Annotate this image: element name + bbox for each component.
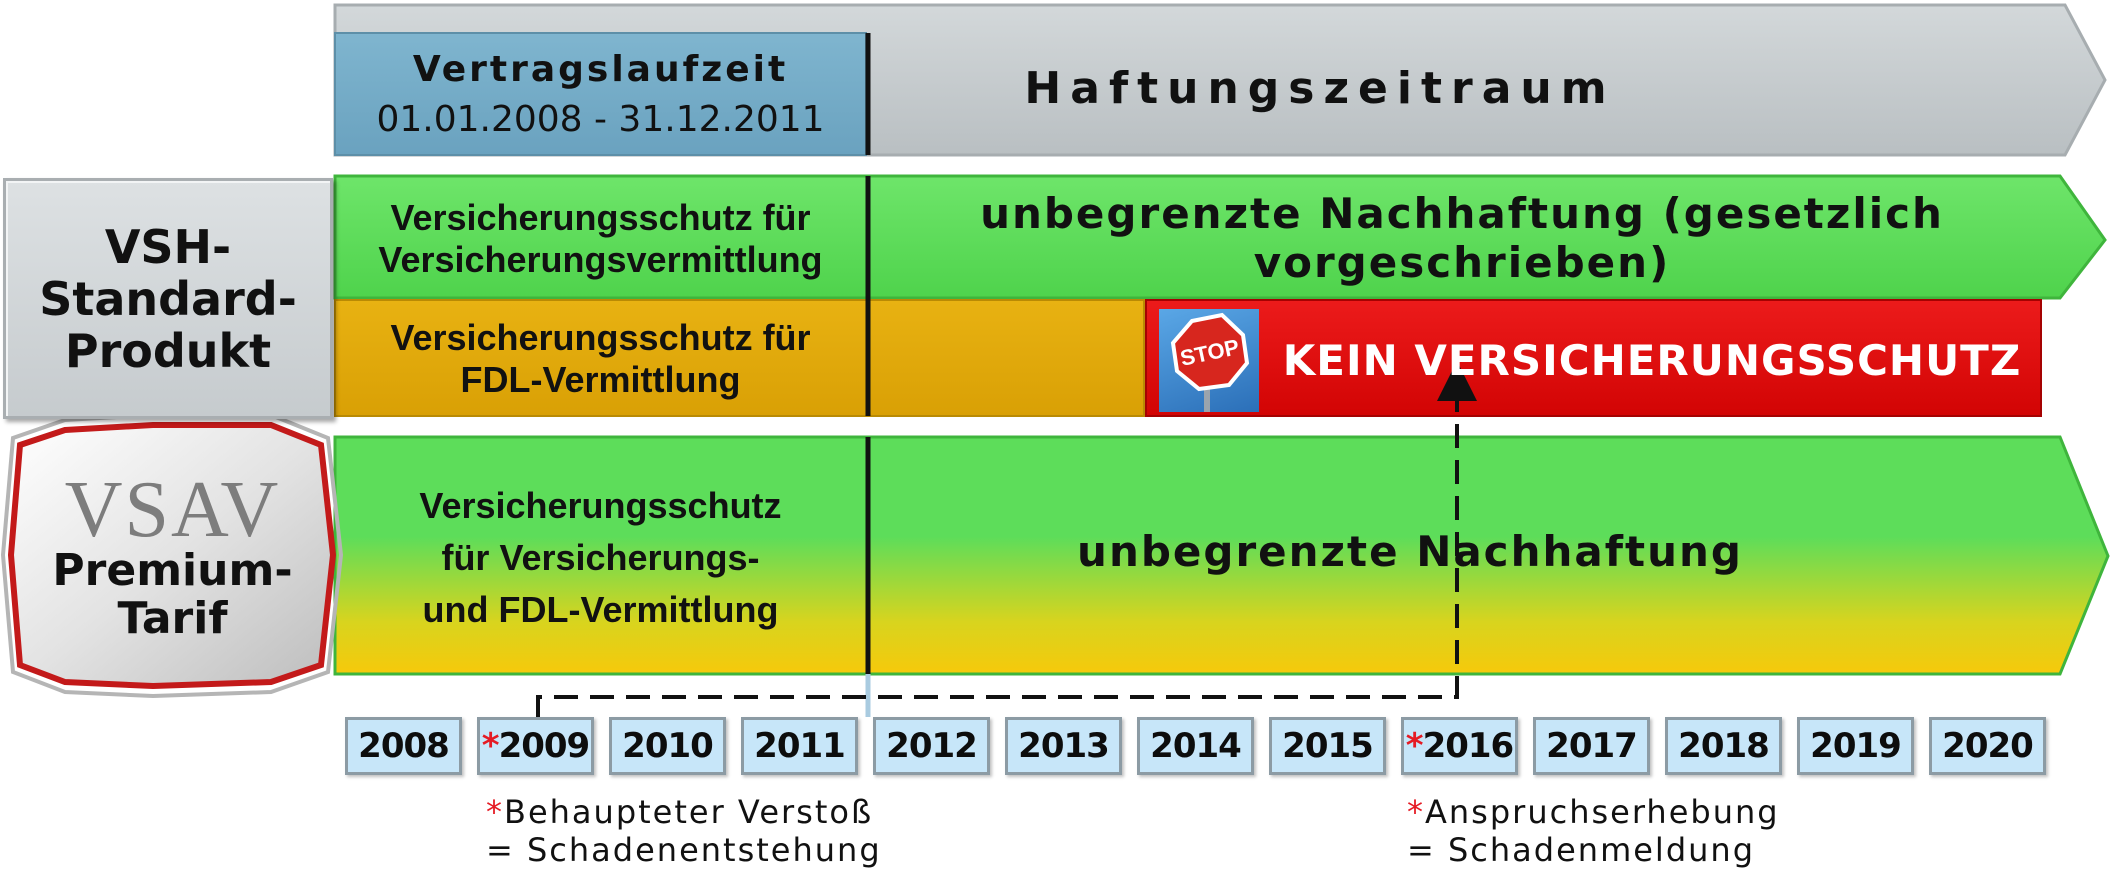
year-label: 2017 bbox=[1546, 726, 1638, 766]
year-box: 2010 bbox=[609, 717, 726, 775]
year-box: 2013 bbox=[1005, 717, 1122, 775]
contract-period: 01.01.2008 - 31.12.2011 bbox=[376, 98, 825, 140]
year-label: 2014 bbox=[1150, 726, 1242, 766]
year-box: 2014 bbox=[1137, 717, 1254, 775]
standard-row2-left: Versicherungsschutz für FDL-Vermittlung bbox=[335, 312, 866, 406]
year-box: 2012 bbox=[873, 717, 990, 775]
note-left-line1: Behaupteter Verstoß bbox=[504, 793, 874, 831]
year-star: * bbox=[481, 726, 500, 766]
year-label: 2018 bbox=[1678, 726, 1770, 766]
no-coverage-label: KEIN VERSICHERUNGSSCHUTZ bbox=[1282, 335, 2022, 385]
year-label: 2015 bbox=[1282, 726, 1374, 766]
standard-product-line3: Produkt bbox=[64, 323, 272, 378]
premium-badge-line2: Tarif bbox=[117, 593, 228, 644]
year-box: 2017 bbox=[1533, 717, 1650, 775]
year-box: 2008 bbox=[345, 717, 462, 775]
standard-green-arrow bbox=[333, 174, 2107, 300]
year-label: 2009 bbox=[498, 726, 591, 766]
year-box: 2018 bbox=[1665, 717, 1782, 775]
year-label: 2020 bbox=[1942, 726, 2034, 766]
year-box: 2019 bbox=[1797, 717, 1914, 775]
year-label: 2010 bbox=[622, 726, 714, 766]
note-left-star: * bbox=[486, 793, 504, 831]
year-label: 2019 bbox=[1810, 726, 1902, 766]
year-box: * 2016 bbox=[1401, 717, 1518, 775]
note-right-star: * bbox=[1407, 793, 1425, 831]
year-box: 2020 bbox=[1929, 717, 2046, 775]
contract-title: Vertragslaufzeit bbox=[412, 48, 789, 90]
standard-row1-left-line2: Versicherungsvermittlung bbox=[378, 239, 823, 280]
year-label: 2011 bbox=[754, 726, 846, 766]
premium-right: unbegrenzte Nachhaftung bbox=[1077, 526, 1743, 576]
premium-badge-label: Premium- Tarif bbox=[10, 545, 335, 645]
year-star: * bbox=[1405, 726, 1424, 766]
liability-period-label: Haftungszeitraum bbox=[1024, 62, 1616, 114]
premium-left: Versicherungsschutz für Versicherungs- u… bbox=[335, 478, 866, 638]
note-right-line2: = Schadenmeldung bbox=[1407, 831, 1755, 869]
standard-row1-left-line1: Versicherungsschutz für bbox=[390, 197, 811, 238]
year-box: 2011 bbox=[741, 717, 858, 775]
standard-row1-left: Versicherungsschutz für Versicherungsver… bbox=[335, 192, 866, 286]
premium-left-line1: Versicherungsschutz bbox=[419, 485, 782, 526]
standard-product-line1: VSH- bbox=[104, 219, 232, 274]
vsav-badge-shape bbox=[7, 422, 337, 690]
standard-product-line2: Standard- bbox=[39, 271, 297, 326]
note-right-line1: Anspruchserhebung bbox=[1425, 793, 1780, 831]
premium-arrow bbox=[333, 435, 2110, 676]
vsav-logo: VSAV bbox=[64, 465, 281, 554]
stop-sign-icon: STOP bbox=[1159, 309, 1259, 412]
year-label: 2008 bbox=[358, 726, 450, 766]
no-coverage-red-bar bbox=[1145, 299, 2042, 417]
note-left: *Behaupteter Verstoß = Schadenentstehung bbox=[486, 793, 882, 869]
year-label: 2013 bbox=[1018, 726, 1110, 766]
contract-period-box bbox=[334, 32, 867, 156]
standard-product-label: VSH- Standard- Produkt bbox=[3, 178, 333, 419]
premium-badge-line1: Premium- bbox=[52, 545, 293, 596]
note-right: *Anspruchserhebung = Schadenmeldung bbox=[1407, 793, 1780, 869]
premium-left-line3: und FDL-Vermittlung bbox=[422, 589, 779, 630]
standard-row1-right: unbegrenzte Nachhaftung (gesetzlich vorg… bbox=[980, 189, 1944, 287]
premium-left-line2: für Versicherungs- bbox=[441, 537, 760, 578]
year-label: 2016 bbox=[1422, 726, 1515, 766]
year-box: * 2009 bbox=[477, 717, 594, 775]
year-label: 2012 bbox=[886, 726, 978, 766]
claim-connector-line bbox=[536, 361, 1477, 717]
standard-product-box bbox=[3, 178, 333, 419]
standard-row2-left-line2: FDL-Vermittlung bbox=[460, 359, 741, 400]
standard-row2-left-line1: Versicherungsschutz für bbox=[390, 317, 811, 358]
year-box: 2015 bbox=[1269, 717, 1386, 775]
fdl-orange-bar bbox=[334, 299, 1145, 417]
note-left-line2: = Schadenentstehung bbox=[486, 831, 882, 869]
